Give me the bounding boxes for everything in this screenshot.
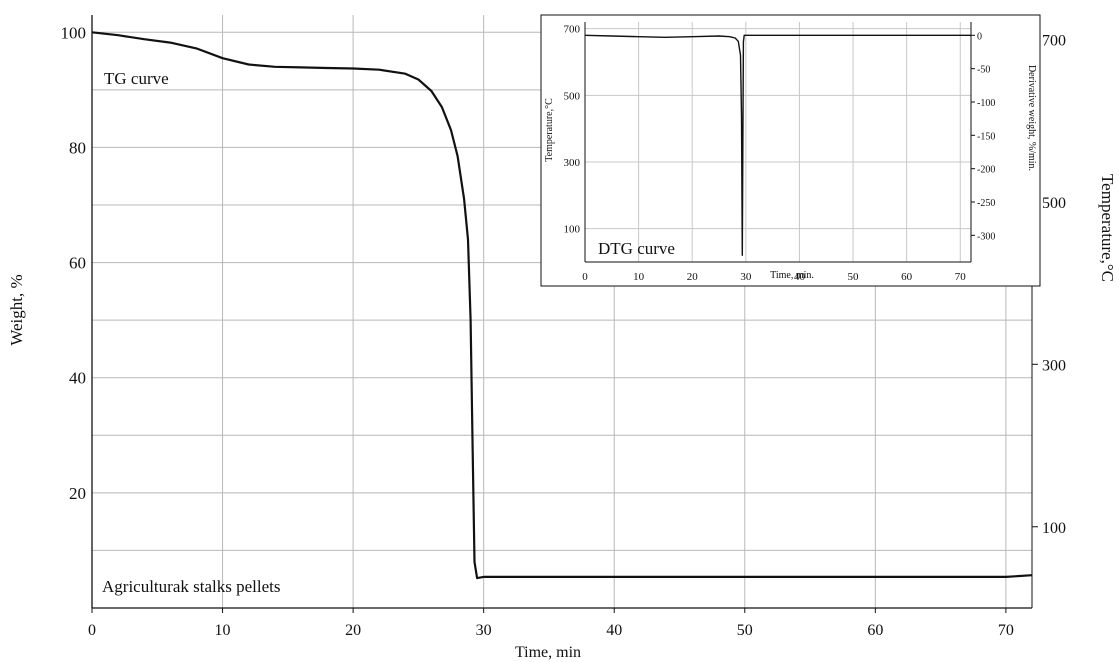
dtg-inset: 0 10 20 30 40 50 60 70 100 300 500 700 0 -50 -100 -150 -… bbox=[540, 14, 1041, 287]
tg-line bbox=[91, 31, 1033, 580]
y2-tick-label: 500 bbox=[1042, 195, 1066, 212]
y2-tick-label: 100 bbox=[1042, 520, 1066, 537]
inset-x-tick-label: 60 bbox=[901, 271, 913, 283]
inset-y2-tick-label: 0 bbox=[977, 31, 982, 42]
tg-series bbox=[91, 31, 1033, 580]
inset-y-axis-label: Temperature,°C bbox=[544, 98, 555, 162]
inset-grid bbox=[585, 22, 971, 262]
x-tick-label: 50 bbox=[737, 622, 753, 639]
inset-y-tick-label: 700 bbox=[564, 24, 581, 36]
x-tick-label: 30 bbox=[476, 622, 492, 639]
inset-y-tick-label: 100 bbox=[564, 224, 581, 236]
inset-x-tick-label: 20 bbox=[687, 271, 699, 283]
y-tick-label: 20 bbox=[69, 484, 86, 503]
inset-x-tick-label: 50 bbox=[848, 271, 860, 283]
x-tick-label: 0 bbox=[88, 622, 96, 639]
y2-axis-label: Temperature,°C bbox=[1098, 174, 1117, 282]
inset-x-tick-label: 30 bbox=[740, 271, 752, 283]
inset-x-tick-label: 0 bbox=[582, 271, 588, 283]
inset-y-tick-label: 300 bbox=[564, 157, 581, 169]
inset-x-tick-label: 10 bbox=[633, 271, 645, 283]
dtg-curve-annotation: DTG curve bbox=[598, 239, 675, 258]
x-tick-label: 20 bbox=[345, 622, 361, 639]
inset-x-tick-label: 70 bbox=[955, 271, 967, 283]
tg-curve-annotation: TG curve bbox=[104, 69, 169, 88]
inset-ticks: 0 10 20 30 40 50 60 70 100 300 500 700 0 -50 -100 -150 -… bbox=[564, 24, 996, 283]
sample-annotation: Agriculturak stalks pellets bbox=[102, 577, 280, 596]
inset-y2-tick-label: -200 bbox=[977, 165, 995, 176]
x-axis-label: Time, min bbox=[515, 644, 581, 661]
inset-frame bbox=[584, 22, 972, 263]
y2-tick-label: 700 bbox=[1042, 32, 1066, 49]
x-tick-label: 40 bbox=[606, 622, 622, 639]
y2-tick-label: 300 bbox=[1042, 357, 1066, 374]
dtg-line bbox=[584, 34, 971, 256]
inset-y2-axis-label: Derivative weight, %/min. bbox=[1026, 65, 1037, 171]
inset-panel bbox=[540, 14, 1041, 287]
y-tick-label: 100 bbox=[61, 23, 87, 42]
inset-x-axis-label: Time, min. bbox=[770, 270, 814, 281]
inset-x-tick-label: 40 bbox=[794, 271, 806, 283]
x-tick-label: 60 bbox=[867, 622, 883, 639]
x-tick-label: 10 bbox=[215, 622, 231, 639]
y-tick-label: 80 bbox=[69, 138, 86, 157]
y-tick-label: 40 bbox=[69, 369, 86, 388]
inset-y2-tick-label: -150 bbox=[977, 131, 995, 142]
inset-y2-tick-label: -300 bbox=[977, 231, 995, 242]
y-tick-label: 60 bbox=[69, 254, 86, 273]
inset-y2-tick-label: -250 bbox=[977, 198, 995, 209]
dtg-series bbox=[584, 34, 971, 256]
inset-y-tick-label: 500 bbox=[564, 90, 581, 102]
y-axis-label: Weight, % bbox=[7, 274, 26, 345]
inset-y2-tick-label: -100 bbox=[977, 98, 995, 109]
x-tick-label: 70 bbox=[998, 622, 1014, 639]
inset-y2-tick-label: -50 bbox=[977, 65, 990, 76]
